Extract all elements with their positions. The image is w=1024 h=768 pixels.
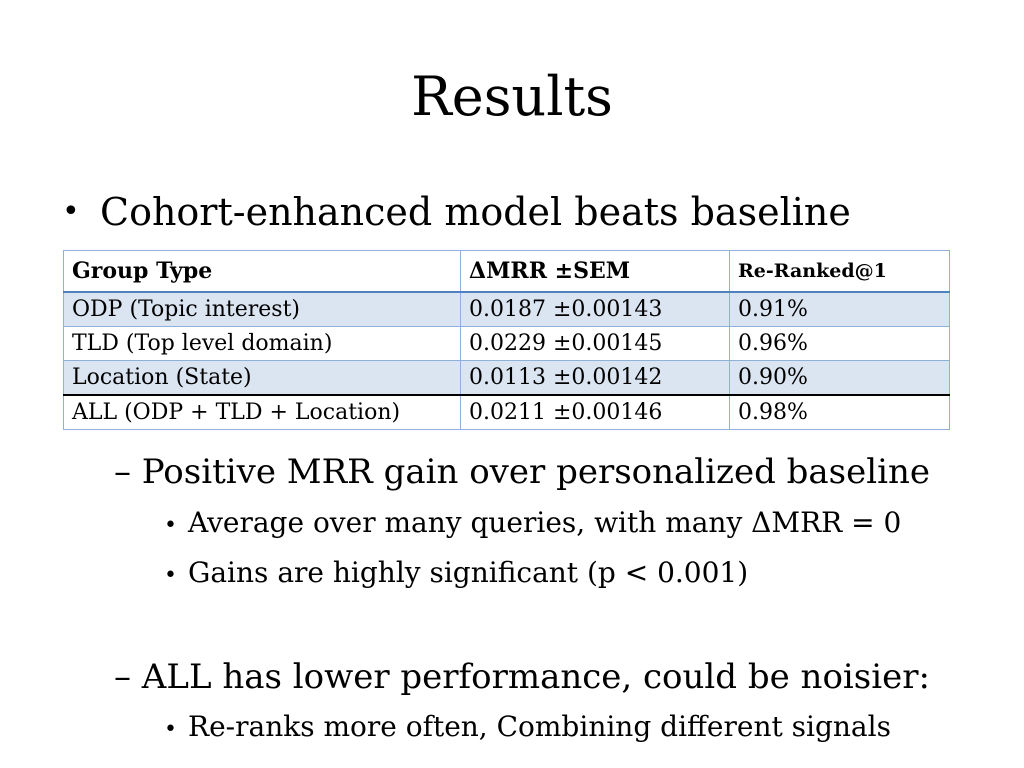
bullet-dot: • (164, 513, 177, 538)
table-cell: 0.0113 ±0.00142 (460, 360, 730, 396)
table-cell: ODP (Topic interest) (63, 291, 461, 327)
bullet-dot: • (164, 717, 177, 742)
main-bullet-text: Cohort-enhanced model beats baseline (100, 190, 851, 234)
sub-sub-point: • Re-ranks more often, Combining differen… (164, 708, 891, 749)
table-row: Location (State) 0.0113 ±0.00142 0.90% (63, 360, 950, 396)
sub-point-mrr-gain: – Positive MRR gain over personalized ba… (114, 452, 931, 492)
results-table: Group Type ΔMRR ±SEM Re-Ranked@1 ODP (To… (63, 250, 950, 430)
sub-sub-point-text: Average over many queries, with many ΔMR… (188, 506, 902, 539)
bullet-dot: • (164, 563, 177, 588)
header-group-type: Group Type (63, 250, 461, 293)
header-reranked: Re-Ranked@1 (729, 250, 950, 293)
header-delta-mrr: ΔMRR ±SEM (460, 250, 730, 293)
table-cell: 0.0187 ±0.00143 (460, 291, 730, 327)
slide-title: Results (411, 65, 613, 128)
table-cell: 0.0211 ±0.00146 (460, 394, 730, 430)
sub-sub-point: • Gains are highly significant (p < 0.001… (164, 554, 748, 595)
sub-sub-point-text: Gains are highly significant (p < 0.001) (188, 556, 749, 589)
table-cell: 0.0229 ±0.00145 (460, 326, 730, 361)
table-header-row: Group Type ΔMRR ±SEM Re-Ranked@1 (63, 250, 950, 293)
table-cell: 0.96% (729, 326, 950, 361)
table-row: ODP (Topic interest) 0.0187 ±0.00143 0.9… (63, 291, 950, 327)
table-cell: ALL (ODP + TLD + Location) (63, 394, 461, 430)
table-row: ALL (ODP + TLD + Location) 0.0211 ±0.001… (63, 394, 950, 430)
table-cell: 0.90% (729, 360, 950, 396)
bullet-dot: • (62, 194, 80, 229)
table-cell: Location (State) (63, 360, 461, 396)
sub-sub-point: • Average over many queries, with many ΔM… (164, 504, 901, 545)
sub-sub-point-text: Re-ranks more often, Combining different… (188, 710, 891, 743)
table-cell: 0.98% (729, 394, 950, 430)
table-cell: TLD (Top level domain) (63, 326, 461, 361)
sub-point-all-noisier: – ALL has lower performance, could be no… (114, 657, 930, 697)
table-row: TLD (Top level domain) 0.0229 ±0.00145 0… (63, 326, 950, 361)
table-cell: 0.91% (729, 291, 950, 327)
